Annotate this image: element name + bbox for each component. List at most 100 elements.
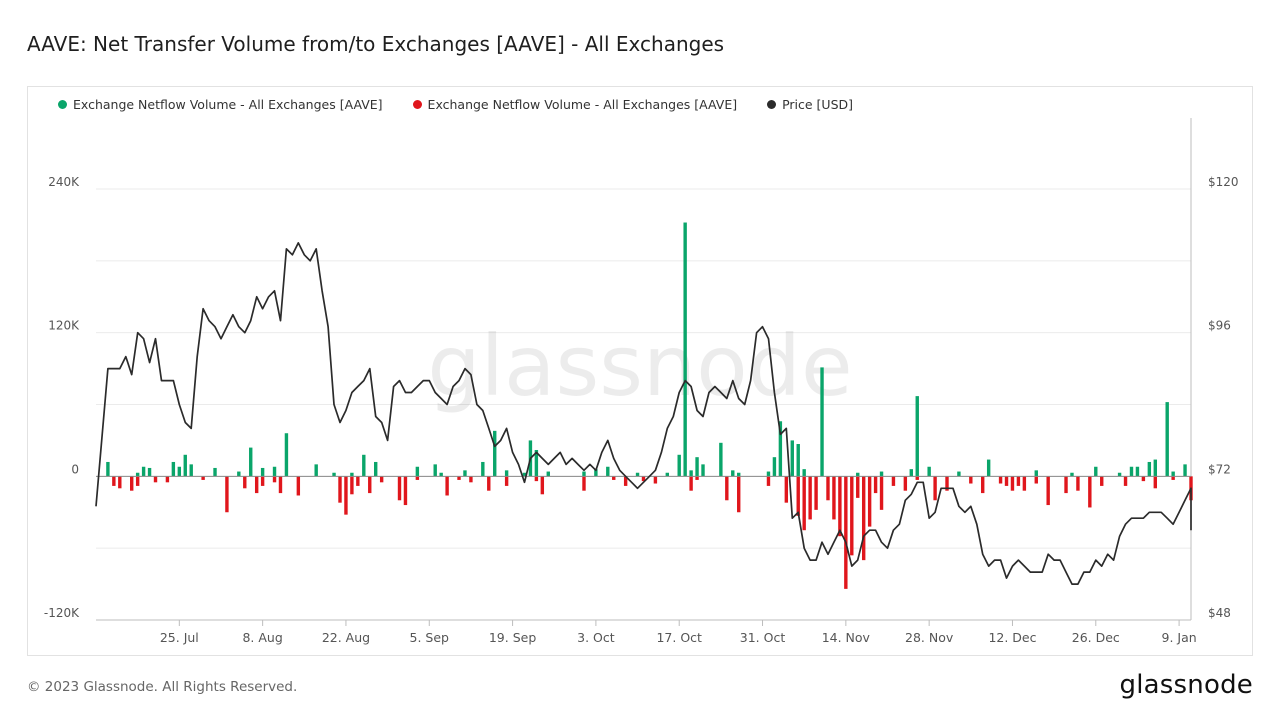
inflow-bar [481, 461, 485, 477]
outflow-bar [653, 476, 658, 484]
y-left-tick-label: 120K [48, 319, 80, 333]
legend-label-price: Price [USD] [782, 97, 854, 112]
inflow-bar [183, 454, 187, 477]
inflow-bar [677, 454, 681, 477]
outflow-bar [814, 476, 818, 510]
x-tick-label: 5. Sep [410, 630, 450, 645]
outflow-bar [879, 476, 884, 510]
inflow-bar [1129, 466, 1134, 477]
outflow-bar [766, 476, 771, 486]
outflow-bar [254, 476, 259, 494]
inflow-bar [1070, 472, 1074, 477]
outflow-bar [945, 476, 949, 491]
outflow-bar [540, 476, 545, 495]
inflow-bar [106, 461, 110, 477]
outflow-bar [368, 476, 372, 494]
outflow-bar [915, 476, 919, 480]
inflow-bar [879, 471, 884, 477]
x-tick-label: 12. Dec [988, 630, 1036, 645]
inflow-bar [1117, 472, 1122, 477]
outflow-bar [891, 476, 896, 486]
inflow-bar [689, 470, 693, 477]
inflow-bar [135, 472, 140, 477]
inflow-bar [1171, 471, 1175, 477]
outflow-bar [737, 476, 741, 513]
x-tick-label: 22. Aug [322, 630, 370, 645]
inflow-bar [683, 222, 687, 477]
x-tick-label: 14. Nov [822, 630, 871, 645]
inflow-bar [272, 466, 277, 477]
inflow-bar [504, 470, 509, 477]
outflow-bar [415, 476, 420, 480]
x-tick-label: 25. Jul [160, 630, 199, 645]
legend-item-price[interactable]: Price [USD] [767, 97, 853, 112]
chart-title: AAVE: Net Transfer Volume from/to Exchan… [27, 32, 725, 56]
inflow-bar [695, 457, 699, 477]
outflow-bar [1046, 476, 1050, 506]
x-tick-label: 3. Oct [577, 630, 615, 645]
x-tick-label: 31. Oct [740, 630, 786, 645]
legend-label-inflow: Exchange Netflow Volume - All Exchanges … [73, 97, 383, 112]
inflow-bar [1034, 470, 1038, 477]
y-left-tick-label: 0 [71, 462, 79, 476]
outflow-bar [112, 476, 116, 486]
inflow-bar [439, 472, 443, 477]
outflow-bar [1153, 476, 1157, 489]
outflow-bar [201, 476, 205, 480]
outflow-bar [1100, 476, 1104, 486]
legend-dot-inflow [58, 100, 67, 109]
inflow-bar [986, 459, 991, 477]
outflow-bar [1010, 476, 1015, 491]
outflow-bar [689, 476, 693, 491]
outflow-bar [118, 476, 122, 489]
outflow-bar [844, 476, 848, 589]
outflow-bar [487, 476, 491, 491]
outflow-bar [1022, 476, 1027, 491]
inflow-bar [433, 464, 437, 477]
outflow-bar [1034, 476, 1038, 484]
outflow-bar [153, 476, 158, 483]
outflow-bar [933, 476, 937, 501]
outflow-bar [225, 476, 229, 513]
inflow-bar [719, 442, 723, 477]
inflow-bar [463, 470, 467, 477]
outflow-bar [278, 476, 283, 494]
outflow-bar [826, 476, 830, 501]
y-right-tick-label: $120 [1208, 175, 1239, 189]
outflow-bar [260, 476, 265, 486]
inflow-bar [1153, 459, 1157, 477]
inflow-bar [737, 472, 741, 477]
outflow-bar [1123, 476, 1128, 486]
inflow-bar [213, 467, 217, 477]
y-right-tick-label: $72 [1208, 462, 1231, 476]
inflow-bar [171, 461, 176, 477]
inflow-bar [141, 466, 146, 477]
inflow-bar [635, 472, 640, 477]
outflow-bar [981, 476, 985, 494]
x-tick-label: 28. Nov [905, 630, 954, 645]
inflow-bar [147, 467, 152, 477]
legend-item-inflow[interactable]: Exchange Netflow Volume - All Exchanges … [58, 97, 383, 112]
outflow-bar [243, 476, 247, 489]
chart-legend: Exchange Netflow Volume - All Exchanges … [58, 97, 853, 112]
legend-dot-price [767, 100, 777, 109]
outflow-bar [356, 476, 360, 486]
inflow-bar [1147, 461, 1152, 477]
inflow-bar [766, 471, 771, 477]
outflow-bar [344, 476, 348, 515]
outflow-bar [1088, 476, 1092, 508]
outflow-bar [397, 476, 402, 501]
outflow-bar [784, 476, 789, 503]
legend-item-outflow[interactable]: Exchange Netflow Volume - All Exchanges … [412, 97, 737, 112]
outflow-bar [725, 476, 729, 501]
outflow-bar [867, 476, 872, 527]
inflow-bar [237, 471, 241, 477]
inflow-bar [260, 467, 265, 477]
outflow-bar [903, 476, 908, 491]
outflow-bar [135, 476, 140, 486]
outflow-bar [1016, 476, 1021, 486]
outflow-bar [165, 476, 170, 483]
inflow-bar [1183, 464, 1187, 477]
outflow-bar [504, 476, 509, 486]
inflow-bar [350, 472, 354, 477]
